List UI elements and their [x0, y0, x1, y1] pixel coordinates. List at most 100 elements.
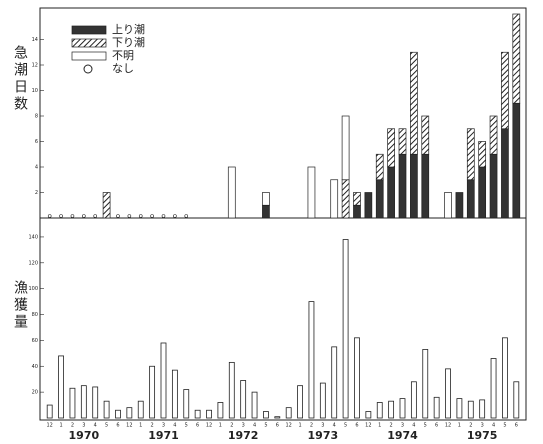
- none-marker: [173, 214, 177, 218]
- y-tick-label: 40: [32, 364, 38, 370]
- bar-segment: [330, 179, 339, 219]
- x-tick-label: 3: [481, 423, 484, 429]
- x-tick-label: 3: [321, 423, 324, 429]
- y-tick-label: 60: [32, 338, 38, 344]
- bar: [251, 391, 258, 419]
- bar-segment: [512, 102, 521, 219]
- legend-label: 上り潮: [112, 22, 145, 36]
- bar: [206, 409, 212, 419]
- bar-segment: [410, 51, 418, 155]
- y-tick-label: 140: [28, 234, 38, 240]
- x-tick-label: 12: [286, 423, 292, 429]
- bar: [354, 337, 360, 419]
- x-tick-label: 1: [298, 423, 301, 429]
- bar: [297, 385, 303, 419]
- bar-segment: [341, 179, 350, 219]
- x-tick-label: 1: [59, 423, 62, 429]
- x-tick-label: 4: [412, 423, 415, 429]
- x-tick-label: 4: [173, 423, 176, 429]
- x-tick-label: 6: [196, 423, 199, 429]
- bar: [137, 400, 144, 419]
- bar: [467, 400, 474, 419]
- legend-label: 下り潮: [112, 35, 145, 49]
- bar-segment: [444, 192, 452, 219]
- bar-segment: [398, 128, 407, 155]
- x-tick-label: 2: [310, 423, 313, 429]
- x-tick-label: 2: [151, 423, 154, 429]
- bar: [422, 349, 429, 419]
- bar: [171, 369, 178, 419]
- y-tick-label: 80: [32, 312, 38, 318]
- x-tick-label: 1: [458, 423, 461, 429]
- x-tick-label: 5: [185, 423, 188, 429]
- none-marker: [184, 214, 189, 218]
- bar: [342, 239, 349, 419]
- bar-segment: [455, 192, 464, 219]
- x-tick-label: 6: [276, 423, 279, 429]
- bar-segment: [353, 192, 361, 206]
- bar: [479, 399, 486, 419]
- bar-segment: [375, 179, 384, 219]
- x-tick-label: 6: [515, 423, 518, 429]
- x-tick-label: 5: [503, 423, 506, 429]
- none-marker: [116, 214, 120, 218]
- bar-segment: [227, 166, 236, 219]
- y-tick-label: 2: [35, 190, 38, 196]
- bar: [308, 301, 315, 419]
- bar: [58, 355, 64, 419]
- bar: [194, 409, 201, 419]
- x-tick-label: 3: [401, 423, 404, 429]
- bar-segment: [478, 166, 487, 219]
- y-tick-label: 4: [35, 165, 38, 171]
- bar: [285, 407, 292, 419]
- none-marker: [70, 214, 75, 218]
- bar: [80, 385, 87, 419]
- y-tick-label: 6: [35, 139, 38, 145]
- none-marker: [82, 214, 86, 218]
- bar: [69, 387, 76, 419]
- bar-segment: [353, 204, 361, 219]
- bar: [126, 407, 133, 419]
- bar: [445, 368, 451, 419]
- bar: [228, 361, 235, 419]
- x-tick-label: 5: [344, 423, 347, 429]
- x-tick-label: 2: [230, 423, 233, 429]
- frame: [39, 7, 527, 421]
- bar-segment: [421, 115, 430, 155]
- none-marker: [138, 214, 143, 218]
- bar: [115, 409, 121, 419]
- bar: [240, 380, 247, 419]
- x-tick-label: 4: [492, 423, 495, 429]
- x-tick-label: 1: [378, 423, 381, 429]
- bar: [502, 337, 508, 419]
- x-tick-label: 12: [445, 423, 451, 429]
- x-tick-label: 4: [253, 423, 256, 429]
- bar: [365, 411, 372, 419]
- x-tick-label: 4: [333, 423, 336, 429]
- bar: [388, 400, 395, 419]
- x-tick-label: 1: [139, 423, 142, 429]
- x-tick-label: 6: [435, 423, 438, 429]
- bar: [410, 381, 417, 419]
- x-tick-label: 12: [47, 423, 53, 429]
- legend-label: なし: [112, 62, 134, 75]
- year-label: 1971: [148, 429, 179, 442]
- x-tick-label: 3: [82, 423, 85, 429]
- bar: [376, 402, 383, 419]
- legend-symbol: [83, 64, 93, 74]
- bar-segment: [501, 51, 509, 130]
- bar: [263, 411, 269, 419]
- bar: [490, 358, 497, 419]
- y-tick-label: 12: [32, 63, 38, 69]
- x-tick-label: 5: [264, 423, 267, 429]
- y-tick-label: 14: [32, 37, 38, 43]
- legend-symbol: [71, 51, 107, 61]
- bar-segment: [489, 153, 498, 219]
- x-tick-label: 4: [94, 423, 97, 429]
- none-marker: [47, 214, 52, 218]
- bar-segment: [512, 13, 521, 104]
- x-tick-label: 3: [242, 423, 245, 429]
- bar-segment: [410, 153, 418, 219]
- bar-segment: [375, 153, 384, 181]
